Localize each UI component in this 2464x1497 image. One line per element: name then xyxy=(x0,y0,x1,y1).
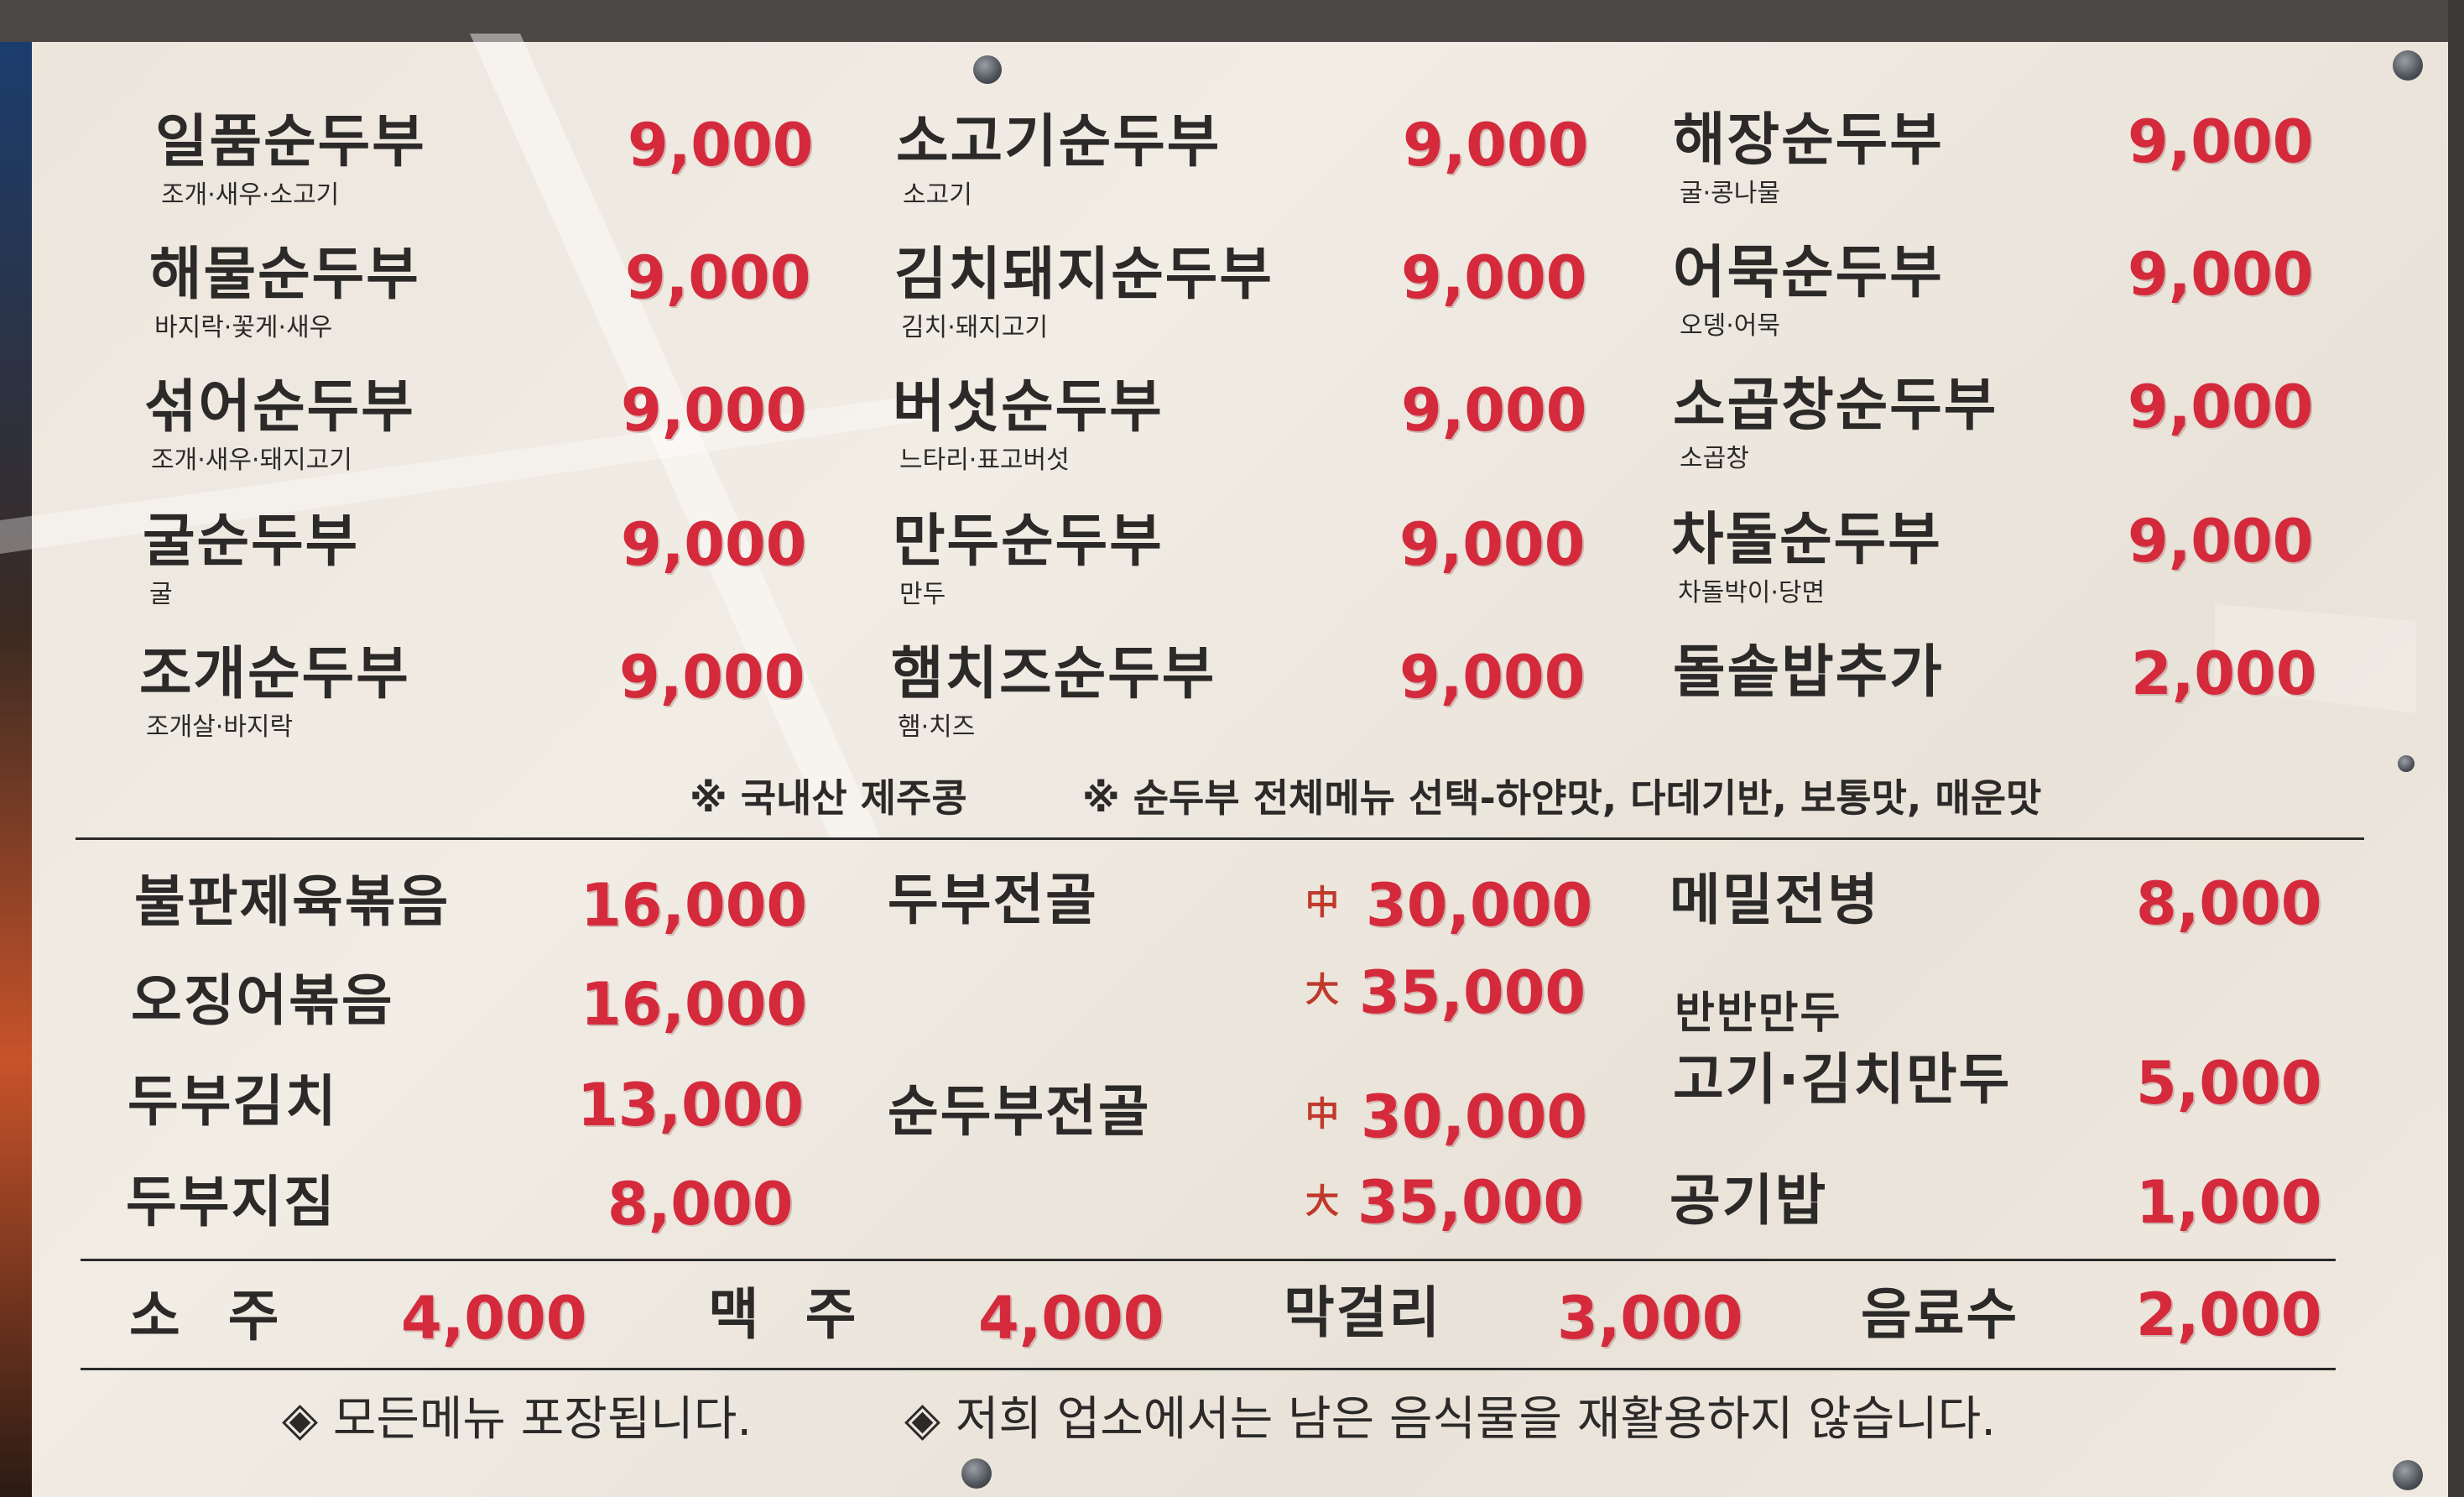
menu-item-price: 1,000 xyxy=(2136,1168,2322,1237)
menu-board xyxy=(32,42,2448,1497)
menu-item-price: 9,000 xyxy=(2128,107,2314,176)
menu-item-price: 16,000 xyxy=(581,871,808,940)
size-large-label: 大 xyxy=(1305,971,1339,1009)
drink-name: 소 주 xyxy=(129,1284,281,1348)
menu-item-desc: 느타리·표고버섯 xyxy=(899,446,1070,475)
takeout-note: ◈ 모든메뉴 포장됩니다. xyxy=(282,1392,753,1447)
drink-price: 2,000 xyxy=(2136,1281,2322,1349)
menu-item-price: 9,000 xyxy=(2128,373,2314,441)
drink-name: 음료수 xyxy=(1861,1282,2019,1347)
menu-item-price: 9,000 xyxy=(1399,510,1586,579)
menu-item-price: 2,000 xyxy=(2131,639,2317,708)
menu-item-name: 해장순두부 xyxy=(1673,107,1944,174)
menu-item-desc: 만두 xyxy=(899,580,946,609)
menu-item-name: 소곱창순두부 xyxy=(1673,373,1998,439)
menu-item-price: 9,000 xyxy=(1401,376,1587,445)
menu-item-name: 어묵순두부 xyxy=(1673,240,1944,306)
pin-right-mid xyxy=(2398,755,2415,772)
menu-item-desc: 조개살·바지락 xyxy=(146,712,294,742)
menu-item-name: 해물순두부 xyxy=(149,242,420,308)
menu-item-name: 굴순두부 xyxy=(143,509,360,575)
menu-item-name: 버섯순두부 xyxy=(893,374,1164,441)
menu-item-desc: 굴 xyxy=(149,580,173,609)
menu-item-name-top: 반반만두 xyxy=(1675,988,1842,1039)
menu-item-name: 두부지짐 xyxy=(126,1170,336,1234)
drink-name: 맥 주 xyxy=(708,1282,858,1347)
menu-item-name: 메밀전병 xyxy=(1670,868,1880,932)
menu-item-desc: 김치·돼지고기 xyxy=(901,313,1049,342)
menu-item-name: 고기·김치만두 xyxy=(1673,1047,2012,1112)
background-poster xyxy=(0,42,32,1497)
menu-item-price: 9,000 xyxy=(2128,507,2314,576)
size-large-label: 大 xyxy=(1305,1182,1339,1221)
menu-item-name: 불판제육볶음 xyxy=(134,869,451,934)
menu-item-price: 8,000 xyxy=(2136,869,2322,938)
menu-item-price: 9,000 xyxy=(619,643,805,712)
menu-item-desc: 조개·새우·돼지고기 xyxy=(151,446,352,475)
drink-price: 3,000 xyxy=(1557,1284,1743,1353)
wall-right xyxy=(2448,0,2464,1497)
divider xyxy=(81,1368,2336,1370)
drink-price: 4,000 xyxy=(401,1284,587,1353)
menu-item-desc: 바지락·꽃게·새우 xyxy=(154,313,333,342)
menu-item-price: 16,000 xyxy=(581,970,808,1039)
spice-note: ※ 순두부 전체메뉴 선택-하얀맛, 다데기반, 보통맛, 매운맛 xyxy=(1082,775,2042,821)
menu-item-desc: 굴·콩나물 xyxy=(1680,179,1780,208)
size-medium-label: 中 xyxy=(1305,1095,1339,1134)
drink-name: 막걸리 xyxy=(1284,1281,1442,1345)
menu-item-name: 돌솥밥추가 xyxy=(1673,639,1944,706)
menu-item-name: 두부전골 xyxy=(888,868,1098,932)
menu-item-name: 공기밥 xyxy=(1670,1168,1828,1233)
no-recycle-note: ◈ 저희 업소에서는 남은 음식물을 재활용하지 않습니다. xyxy=(904,1392,1997,1447)
menu-item-price: 9,000 xyxy=(621,376,807,445)
menu-item-name: 소고기순두부 xyxy=(896,109,1222,175)
pin-top-right xyxy=(2393,50,2423,81)
menu-item-name: 순두부전골 xyxy=(888,1079,1151,1144)
menu-item-price: 35,000 xyxy=(1359,958,1586,1027)
menu-item-price: 30,000 xyxy=(1361,1082,1588,1151)
menu-item-price: 35,000 xyxy=(1357,1168,1585,1237)
pin-top-center xyxy=(973,55,1002,84)
menu-item-price: 9,000 xyxy=(621,510,807,579)
menu-item-price: 9,000 xyxy=(1401,243,1587,312)
menu-item-desc: 차돌박이·당면 xyxy=(1678,578,1826,608)
size-medium-label: 中 xyxy=(1305,884,1339,922)
drink-price: 4,000 xyxy=(978,1284,1164,1353)
menu-item-name: 차돌순두부 xyxy=(1671,507,1942,573)
menu-item-price: 13,000 xyxy=(577,1071,805,1140)
menu-item-name: 오징어볶음 xyxy=(131,968,394,1033)
divider xyxy=(81,1259,2336,1261)
menu-item-price: 8,000 xyxy=(607,1170,794,1239)
menu-item-desc: 소고기 xyxy=(903,180,972,210)
pin-bottom-right xyxy=(2393,1460,2423,1490)
divider xyxy=(76,837,2364,840)
menu-item-price: 9,000 xyxy=(1403,111,1589,180)
origin-note: ※ 국내산 제주콩 xyxy=(690,775,967,821)
menu-item-price: 9,000 xyxy=(628,111,814,180)
menu-item-price: 9,000 xyxy=(2128,240,2314,309)
menu-item-desc: 햄·치즈 xyxy=(898,712,976,742)
menu-item-name: 두부김치 xyxy=(128,1069,338,1134)
menu-item-desc: 오뎅·어묵 xyxy=(1680,311,1780,341)
menu-item-name: 김치돼지순두부 xyxy=(894,242,1274,308)
menu-item-name: 조개순두부 xyxy=(139,641,410,707)
menu-item-price: 5,000 xyxy=(2136,1049,2322,1118)
menu-item-desc: 조개·새우·소고기 xyxy=(161,180,340,210)
menu-item-price: 9,000 xyxy=(1399,643,1586,712)
menu-item-name: 햄치즈순두부 xyxy=(891,641,1216,707)
wall-top xyxy=(0,0,2464,42)
menu-item-name: 일품순두부 xyxy=(155,109,426,175)
menu-item-name: 만두순두부 xyxy=(893,509,1164,575)
menu-item-name: 섞어순두부 xyxy=(144,374,415,441)
menu-item-price: 30,000 xyxy=(1366,871,1593,940)
menu-item-price: 9,000 xyxy=(625,243,811,312)
menu-item-desc: 소곱창 xyxy=(1680,444,1749,473)
pin-bottom-center xyxy=(961,1458,992,1489)
